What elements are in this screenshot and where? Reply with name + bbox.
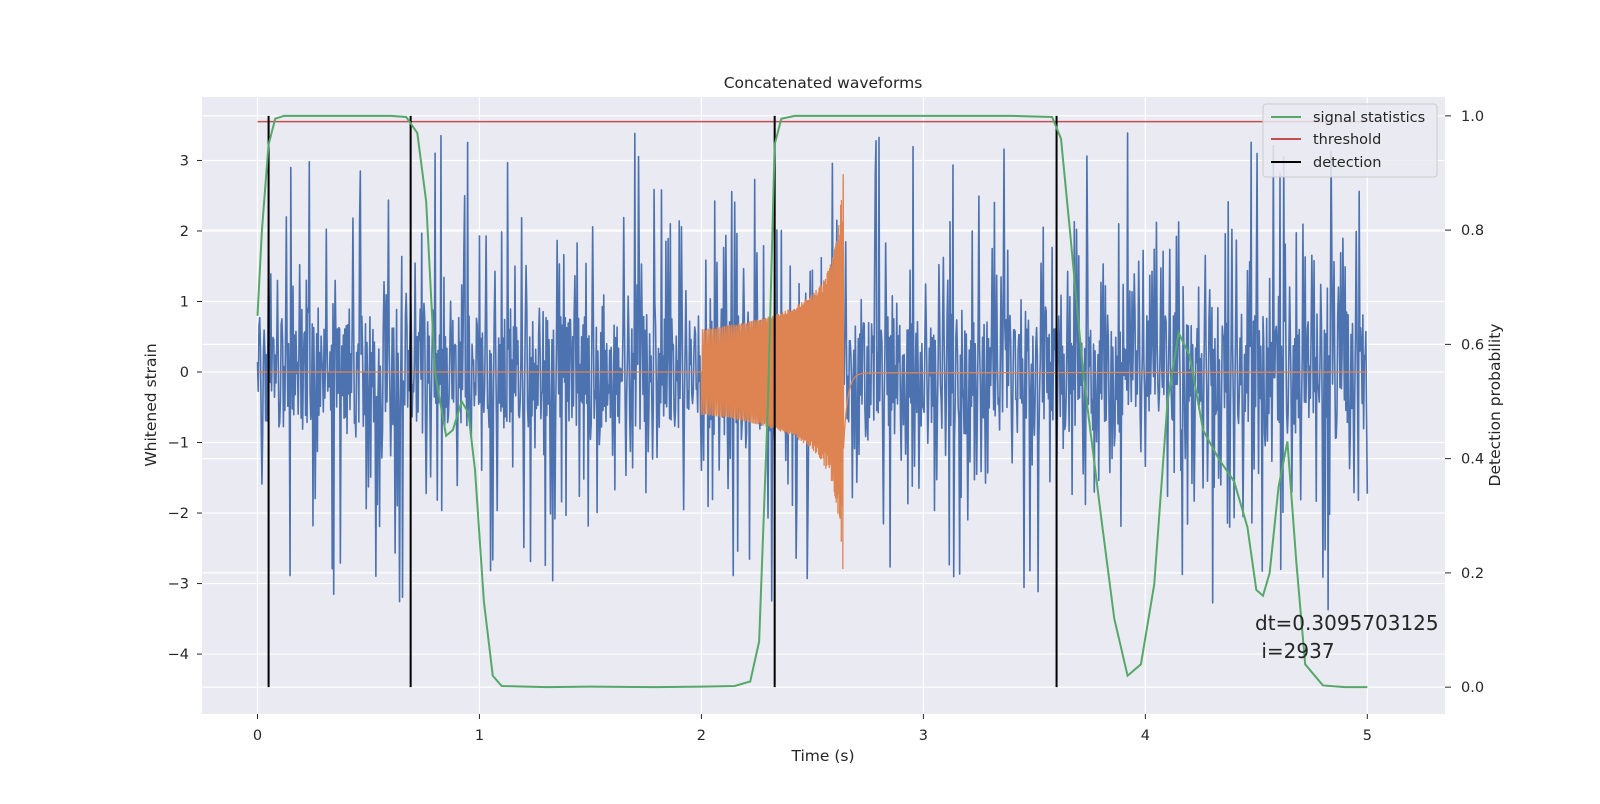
y-tick-label-4: 0: [180, 365, 189, 381]
legend-box: [1262, 103, 1438, 178]
legend-label-detection: detection: [1313, 155, 1381, 171]
chart-title: Concatenated waveforms: [724, 74, 923, 92]
detection-lines: [267, 115, 1058, 688]
y2-axis-label: Detection probability: [1486, 324, 1504, 487]
series-layer: [256, 114, 1369, 689]
y2-tick-label-4: 0.8: [1461, 223, 1484, 239]
y-tick-label-6: 2: [180, 224, 189, 240]
y2-tick-label-5: 1.0: [1461, 109, 1484, 125]
x-tick-label-0: 0: [253, 728, 262, 744]
x-tick-label-2: 2: [697, 728, 706, 744]
y-axis-label: Whitened strain: [142, 343, 160, 466]
annotation-index: i=2937: [1255, 639, 1335, 663]
y2-tick-label-2: 0.4: [1461, 452, 1484, 468]
legend: signal statistics threshold detection: [1262, 103, 1438, 178]
y-tick-label-7: 3: [180, 153, 189, 169]
noise-series-line: [256, 132, 1369, 611]
legend-label-threshold: threshold: [1313, 132, 1381, 148]
y-tick-label-3: −1: [168, 436, 189, 452]
injection-series-line: [257, 174, 1368, 570]
y2-tick-label-1: 0.2: [1461, 566, 1484, 582]
legend-label-signal-statistics: signal statistics: [1313, 110, 1425, 126]
y-tick-label-0: −4: [168, 647, 189, 663]
y2-tick-label-3: 0.6: [1461, 337, 1484, 353]
y-tick-label-1: −3: [168, 577, 189, 593]
x-tick-label-3: 3: [919, 728, 928, 744]
y-tick-label-5: 1: [180, 294, 189, 310]
x-tick-label-4: 4: [1141, 728, 1150, 744]
axes-layer: 0 1 2 3 4 5 −4 −3 −2 −1 0 1 2 3 0.0 0.2 0.4 0.6 0.8 1.0: [168, 109, 1484, 744]
annotation-dt: dt=0.3095703125: [1255, 611, 1439, 635]
signal-statistics-line: [256, 114, 1368, 689]
y2-tick-label-0: 0.0: [1461, 680, 1484, 696]
x-axis-label: Time (s): [790, 747, 854, 765]
y-tick-label-2: −2: [168, 506, 189, 522]
x-tick-label-5: 5: [1363, 728, 1372, 744]
x-tick-label-1: 1: [475, 728, 484, 744]
